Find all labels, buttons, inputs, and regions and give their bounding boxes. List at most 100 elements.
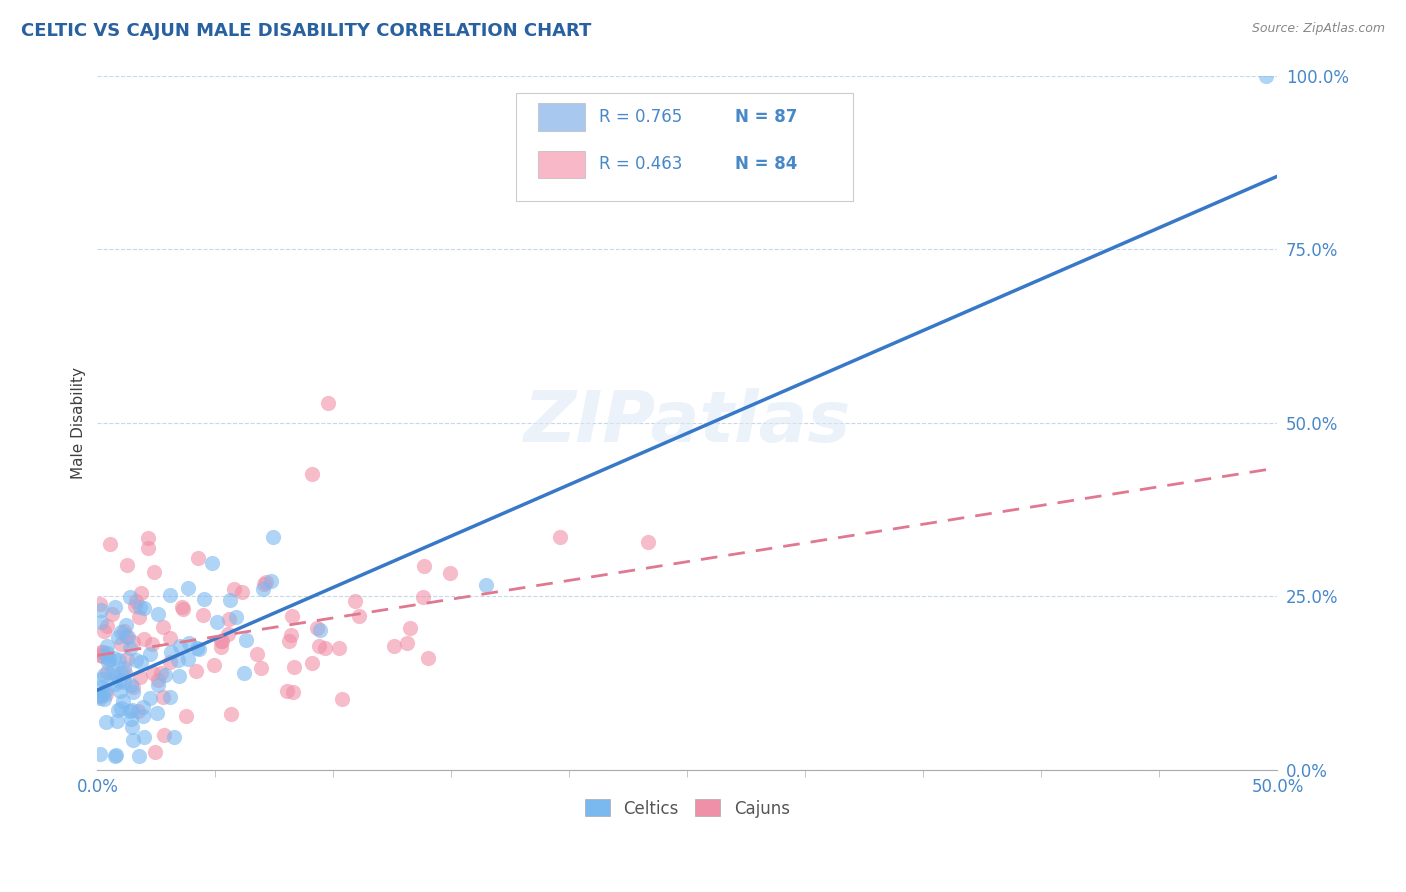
- Point: [94, 650, 117, 665]
- Point: [301, 467, 323, 482]
- Point: [167, 653, 190, 667]
- Point: [104, 676, 127, 690]
- Point: [91, 645, 114, 659]
- Point: [176, 581, 198, 595]
- Point: [283, 685, 305, 699]
- Point: [89, 648, 111, 662]
- FancyBboxPatch shape: [516, 93, 852, 201]
- Point: [125, 594, 148, 608]
- Point: [115, 618, 138, 632]
- Point: [129, 599, 152, 614]
- Point: [105, 747, 128, 762]
- Point: [1254, 69, 1277, 83]
- Point: [177, 636, 200, 650]
- Point: [202, 657, 225, 672]
- Point: [222, 582, 245, 596]
- Point: [124, 599, 146, 614]
- Point: [221, 707, 243, 722]
- Point: [205, 615, 228, 630]
- Point: [225, 610, 247, 624]
- Point: [412, 558, 434, 573]
- Point: [107, 703, 129, 717]
- Point: [252, 582, 274, 596]
- Point: [328, 641, 350, 656]
- Point: [548, 530, 571, 544]
- Text: ZIPatlas: ZIPatlas: [523, 388, 851, 458]
- Point: [110, 637, 132, 651]
- Point: [112, 661, 135, 675]
- Point: [131, 655, 153, 669]
- Point: [163, 730, 186, 744]
- Point: [301, 656, 323, 670]
- Point: [90, 615, 112, 629]
- Point: [153, 728, 176, 742]
- Text: N = 84: N = 84: [734, 155, 797, 173]
- Point: [281, 609, 304, 624]
- Point: [96, 619, 118, 633]
- Point: [193, 607, 215, 622]
- Point: [136, 541, 159, 556]
- Point: [155, 668, 177, 682]
- Point: [218, 612, 240, 626]
- Point: [217, 627, 239, 641]
- Text: CELTIC VS CAJUN MALE DISABILITY CORRELATION CHART: CELTIC VS CAJUN MALE DISABILITY CORRELAT…: [21, 22, 592, 40]
- Point: [94, 687, 117, 701]
- Point: [188, 642, 211, 657]
- FancyBboxPatch shape: [537, 151, 585, 178]
- Point: [90, 645, 112, 659]
- Point: [112, 694, 135, 708]
- Point: [169, 639, 191, 653]
- Text: N = 87: N = 87: [734, 108, 797, 126]
- Point: [118, 640, 141, 655]
- Point: [254, 575, 277, 590]
- Point: [90, 672, 112, 686]
- Point: [108, 684, 131, 698]
- Text: Source: ZipAtlas.com: Source: ZipAtlas.com: [1251, 22, 1385, 36]
- Point: [384, 640, 406, 654]
- Point: [110, 624, 132, 639]
- Point: [94, 714, 117, 729]
- Point: [139, 690, 162, 705]
- Point: [115, 629, 138, 643]
- Point: [132, 730, 155, 744]
- Point: [233, 666, 256, 681]
- Text: R = 0.463: R = 0.463: [599, 155, 682, 173]
- Point: [101, 607, 124, 621]
- Point: [159, 690, 181, 705]
- Point: [98, 537, 121, 551]
- Point: [90, 602, 112, 616]
- Point: [143, 745, 166, 759]
- Point: [122, 732, 145, 747]
- Point: [160, 644, 183, 658]
- Point: [96, 683, 118, 698]
- Point: [349, 609, 371, 624]
- Point: [127, 705, 149, 719]
- Point: [170, 600, 193, 615]
- Point: [125, 653, 148, 667]
- Point: [120, 678, 142, 692]
- Point: [96, 665, 118, 680]
- Point: [219, 593, 242, 607]
- Point: [134, 632, 156, 647]
- Point: [139, 648, 162, 662]
- Point: [132, 601, 155, 615]
- Point: [110, 701, 132, 715]
- Point: [159, 588, 181, 602]
- Point: [89, 747, 111, 762]
- Point: [330, 691, 353, 706]
- Point: [418, 651, 440, 665]
- Point: [262, 530, 284, 544]
- Point: [344, 594, 367, 608]
- Point: [250, 661, 273, 675]
- FancyBboxPatch shape: [537, 103, 585, 131]
- Y-axis label: Male Disability: Male Disability: [72, 367, 86, 479]
- Point: [107, 630, 129, 644]
- Point: [97, 652, 120, 666]
- Point: [439, 566, 461, 580]
- Point: [103, 651, 125, 665]
- Point: [637, 534, 659, 549]
- Point: [142, 665, 165, 680]
- Point: [146, 607, 169, 621]
- Point: [231, 584, 253, 599]
- Point: [193, 592, 215, 607]
